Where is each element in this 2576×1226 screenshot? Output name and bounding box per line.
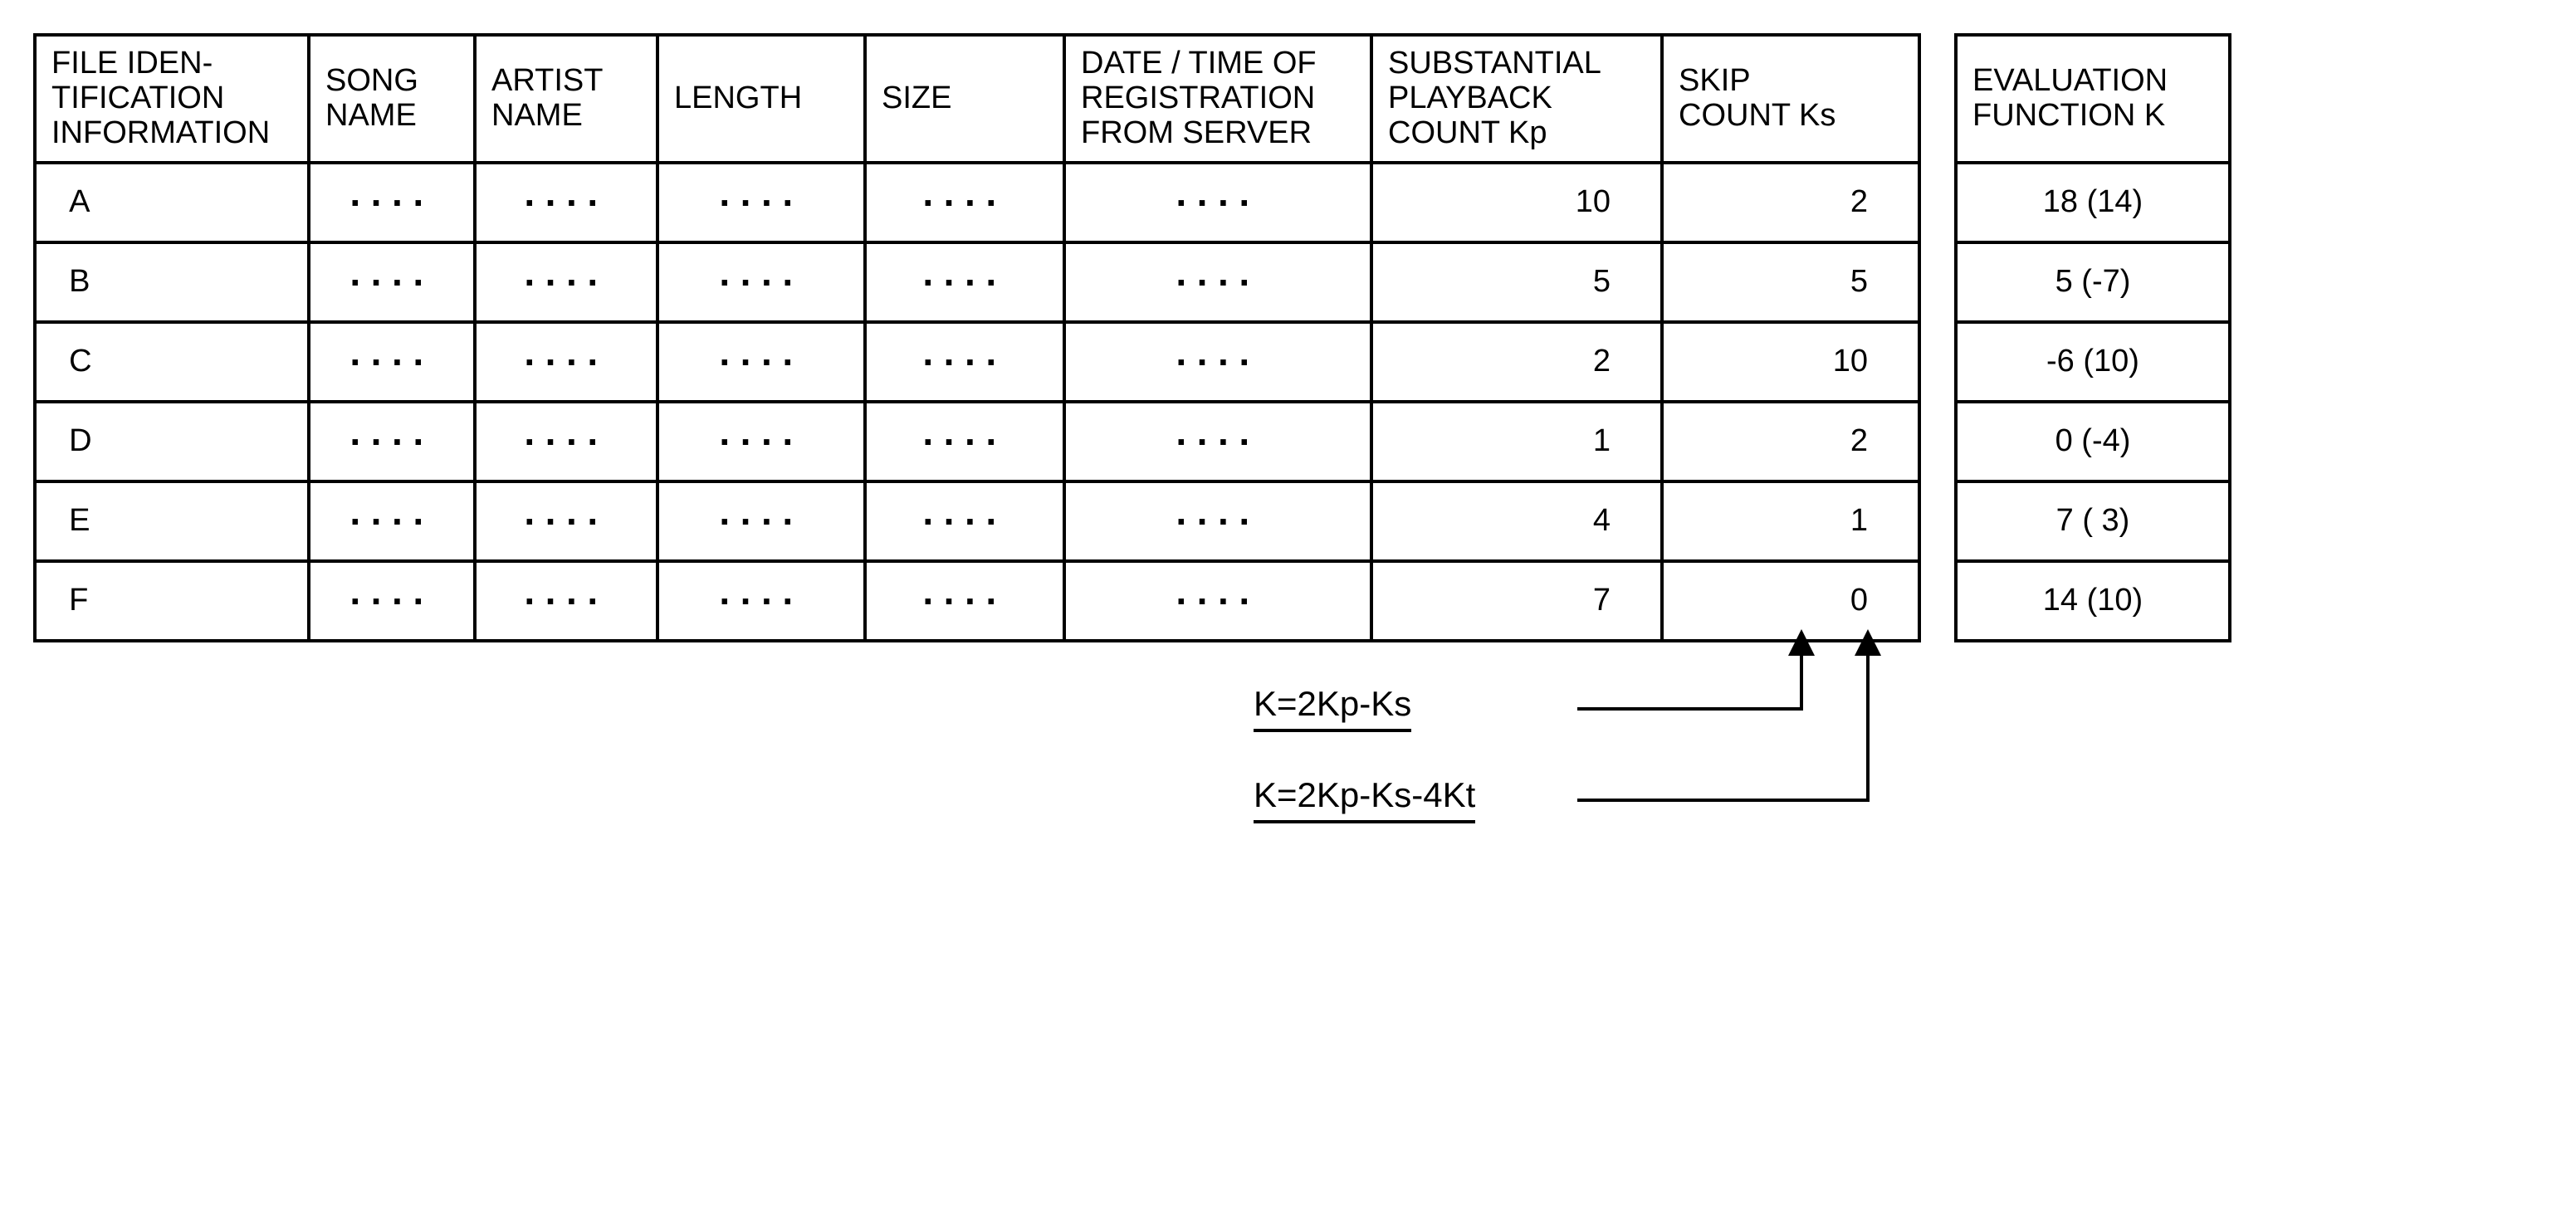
table-cell: ····: [865, 481, 1064, 561]
arrow-2: [1577, 642, 1868, 800]
header-size: SIZE: [865, 35, 1064, 163]
table-cell: ····: [475, 242, 657, 322]
table-cell: ····: [657, 561, 865, 641]
table-cell: D: [35, 402, 309, 481]
table-cell: ····: [865, 561, 1064, 641]
table-cell: ····: [309, 242, 475, 322]
eval-tbody: 18 (14)5 (-7)-6 (10)0 (-4)7 ( 3)14 (10): [1956, 163, 2230, 641]
eval-cell: 0 (-4): [1956, 402, 2230, 481]
header-file-id: FILE IDEN-TIFICATIONINFORMATION: [35, 35, 309, 163]
header-kp: SUBSTANTIALPLAYBACKCOUNT Kp: [1371, 35, 1662, 163]
table-cell: ····: [865, 402, 1064, 481]
table-cell: ····: [657, 163, 865, 242]
table-row: -6 (10): [1956, 322, 2230, 402]
eval-cell: 7 ( 3): [1956, 481, 2230, 561]
table-cell: 10: [1662, 322, 1919, 402]
main-tbody: A····················102 B··············…: [35, 163, 1919, 641]
table-row: F····················70: [35, 561, 1919, 641]
table-cell: C: [35, 322, 309, 402]
table-cell: ····: [475, 402, 657, 481]
table-cell: F: [35, 561, 309, 641]
table-cell: B: [35, 242, 309, 322]
table-row: D····················12: [35, 402, 1919, 481]
main-header-row: FILE IDEN-TIFICATIONINFORMATION SONGNAME…: [35, 35, 1919, 163]
table-row: A····················102: [35, 163, 1919, 242]
eval-header-row: EVALUATIONFUNCTION K: [1956, 35, 2230, 163]
table-cell: ····: [865, 163, 1064, 242]
table-cell: 2: [1662, 163, 1919, 242]
table-row: B····················55: [35, 242, 1919, 322]
table-cell: 2: [1371, 322, 1662, 402]
table-cell: ····: [1064, 561, 1371, 641]
table-cell: 5: [1371, 242, 1662, 322]
header-eval: EVALUATIONFUNCTION K: [1956, 35, 2230, 163]
table-cell: 1: [1662, 481, 1919, 561]
table-cell: ····: [657, 481, 865, 561]
header-ks: SKIPCOUNT Ks: [1662, 35, 1919, 163]
table-cell: ····: [475, 322, 657, 402]
table-cell: 5: [1662, 242, 1919, 322]
table-cell: ····: [309, 163, 475, 242]
table-cell: 7: [1371, 561, 1662, 641]
table-row: E····················41: [35, 481, 1919, 561]
table-cell: ····: [1064, 402, 1371, 481]
arrow-svg: [33, 642, 2358, 891]
eval-cell: 14 (10): [1956, 561, 2230, 641]
table-cell: E: [35, 481, 309, 561]
header-song: SONGNAME: [309, 35, 475, 163]
table-cell: 0: [1662, 561, 1919, 641]
table-cell: ····: [309, 481, 475, 561]
eval-cell: 5 (-7): [1956, 242, 2230, 322]
header-date: DATE / TIME OFREGISTRATIONFROM SERVER: [1064, 35, 1371, 163]
table-row: 0 (-4): [1956, 402, 2230, 481]
table-cell: ····: [1064, 242, 1371, 322]
eval-cell: -6 (10): [1956, 322, 2230, 402]
table-row: C····················210: [35, 322, 1919, 402]
formula-2: K=2Kp-Ks-4Kt: [1254, 775, 1475, 823]
arrow-1: [1577, 642, 1801, 709]
table-cell: ····: [865, 242, 1064, 322]
tables-row: FILE IDEN-TIFICATIONINFORMATION SONGNAME…: [33, 33, 2358, 642]
header-artist: ARTISTNAME: [475, 35, 657, 163]
formula-1: K=2Kp-Ks: [1254, 684, 1411, 732]
table-row: 7 ( 3): [1956, 481, 2230, 561]
header-length: LENGTH: [657, 35, 865, 163]
table-cell: ····: [1064, 322, 1371, 402]
main-table: FILE IDEN-TIFICATIONINFORMATION SONGNAME…: [33, 33, 1921, 642]
annotations: K=2Kp-Ks K=2Kp-Ks-4Kt: [33, 642, 2358, 891]
eval-table: EVALUATIONFUNCTION K 18 (14)5 (-7)-6 (10…: [1954, 33, 2231, 642]
table-row: 5 (-7): [1956, 242, 2230, 322]
table-cell: ····: [475, 561, 657, 641]
table-cell: 4: [1371, 481, 1662, 561]
table-cell: 10: [1371, 163, 1662, 242]
table-cell: ····: [309, 402, 475, 481]
table-row: 18 (14): [1956, 163, 2230, 242]
table-cell: ····: [1064, 481, 1371, 561]
diagram-root: FILE IDEN-TIFICATIONINFORMATION SONGNAME…: [33, 33, 2358, 891]
table-cell: ····: [657, 322, 865, 402]
table-cell: ····: [309, 322, 475, 402]
table-cell: ····: [657, 242, 865, 322]
table-cell: ····: [475, 481, 657, 561]
table-cell: A: [35, 163, 309, 242]
eval-cell: 18 (14): [1956, 163, 2230, 242]
table-cell: 2: [1662, 402, 1919, 481]
table-cell: ····: [475, 163, 657, 242]
table-row: 14 (10): [1956, 561, 2230, 641]
table-cell: ····: [1064, 163, 1371, 242]
table-cell: ····: [309, 561, 475, 641]
table-cell: ····: [865, 322, 1064, 402]
table-cell: ····: [657, 402, 865, 481]
table-cell: 1: [1371, 402, 1662, 481]
